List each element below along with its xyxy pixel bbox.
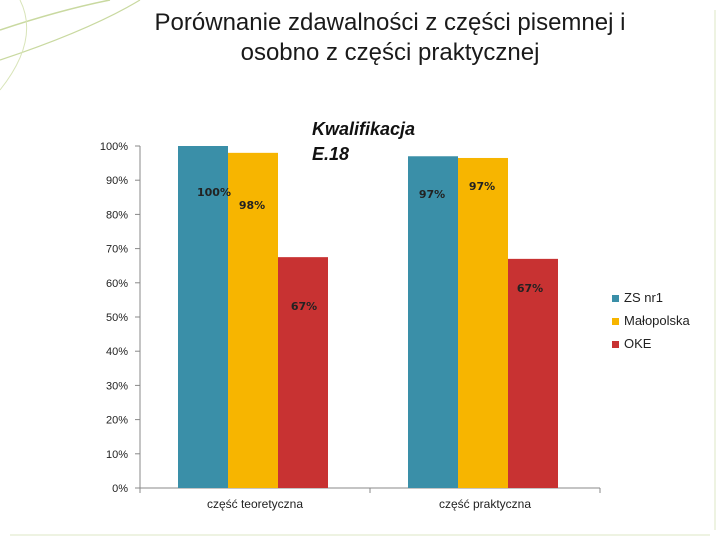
y-tick-label: 100% [100, 141, 128, 153]
y-tick-label: 40% [106, 346, 128, 358]
bar [508, 258, 558, 488]
y-tick-label: 80% [106, 209, 128, 221]
bar [228, 152, 278, 488]
data-label: 97% [419, 188, 445, 201]
x-tick-label: część teoretyczna [207, 497, 303, 511]
data-label: 98% [239, 199, 265, 212]
y-tick-label: 70% [106, 244, 128, 256]
legend-label: Małopolska [624, 313, 691, 328]
annotation-line-2: E.18 [312, 144, 349, 164]
y-tick-label: 10% [106, 449, 128, 461]
y-tick-label: 30% [106, 380, 128, 392]
title-line-1: Porównanie zdawalności z części pisemnej… [154, 9, 626, 36]
legend-label: ZS nr1 [624, 290, 663, 305]
data-label: 100% [197, 186, 231, 199]
data-label: 67% [517, 282, 543, 295]
bar [278, 257, 328, 488]
legend-swatch [612, 318, 619, 325]
bar [408, 156, 458, 488]
chart-data-labels: 100% 98% 67% 97% 97% 67% [197, 180, 543, 313]
legend-swatch [612, 341, 619, 348]
slide-title: Porównanie zdawalności z części pisemnej… [90, 8, 690, 68]
legend-swatch [612, 295, 619, 302]
y-tick-label: 60% [106, 278, 128, 290]
annotation-line-1: Kwalifikacja [312, 119, 415, 139]
x-tick-label: część praktyczna [439, 497, 531, 511]
bar [458, 157, 508, 488]
y-tick-label: 50% [106, 312, 128, 324]
title-line-2: osobno z części praktycznej [240, 39, 540, 66]
bar [178, 146, 228, 488]
y-tick-label: 20% [106, 415, 128, 427]
legend-label: OKE [624, 336, 652, 351]
chart-legend: ZS nr1 Małopolska OKE [612, 290, 691, 351]
y-tick-label: 0% [112, 483, 128, 495]
chart-bars [178, 146, 558, 488]
data-label: 67% [291, 300, 317, 313]
data-label: 97% [469, 180, 495, 193]
y-tick-label: 90% [106, 175, 128, 187]
